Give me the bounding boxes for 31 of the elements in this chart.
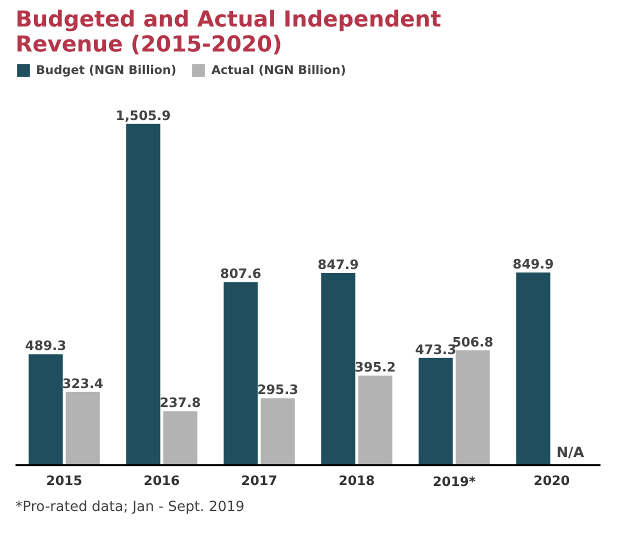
bar — [28, 354, 63, 466]
data-label: 1,505.9 — [116, 108, 171, 124]
bar — [163, 411, 198, 466]
x-tick-label: 2018 — [338, 474, 375, 490]
bar — [321, 273, 356, 466]
data-label: 847.9 — [318, 258, 359, 273]
x-tick-label: 2019* — [432, 475, 476, 490]
bar — [358, 376, 392, 466]
x-tick-label: 2017 — [241, 474, 278, 490]
bar — [516, 272, 550, 466]
annotation: N/A — [556, 445, 584, 462]
data-label: 395.2 — [354, 360, 396, 376]
data-label: 295.3 — [257, 383, 298, 398]
bar — [126, 124, 160, 466]
x-tick-label: 2016 — [144, 474, 180, 490]
bar — [260, 398, 295, 466]
bar — [66, 392, 100, 466]
legend-label: Actual (NGN Billion) — [211, 63, 346, 77]
data-label: 849.9 — [512, 258, 554, 273]
data-label: 489.3 — [25, 339, 66, 354]
x-tick-label: 2020 — [534, 474, 570, 490]
x-tick-label: 2015 — [46, 474, 82, 490]
legend-label: Budget (NGN Billion) — [36, 63, 176, 77]
chart-title: Budgeted and Actual Independent Revenue (2015-2020) — [16, 8, 442, 58]
bar — [456, 350, 490, 466]
bar — [418, 358, 453, 466]
data-label: 323.4 — [62, 376, 104, 392]
bar — [224, 282, 258, 466]
data-label: 807.6 — [220, 267, 262, 282]
data-label: 237.8 — [160, 396, 201, 412]
text: *Pro-rated data; Jan - Sept. 2019 — [16, 499, 244, 516]
